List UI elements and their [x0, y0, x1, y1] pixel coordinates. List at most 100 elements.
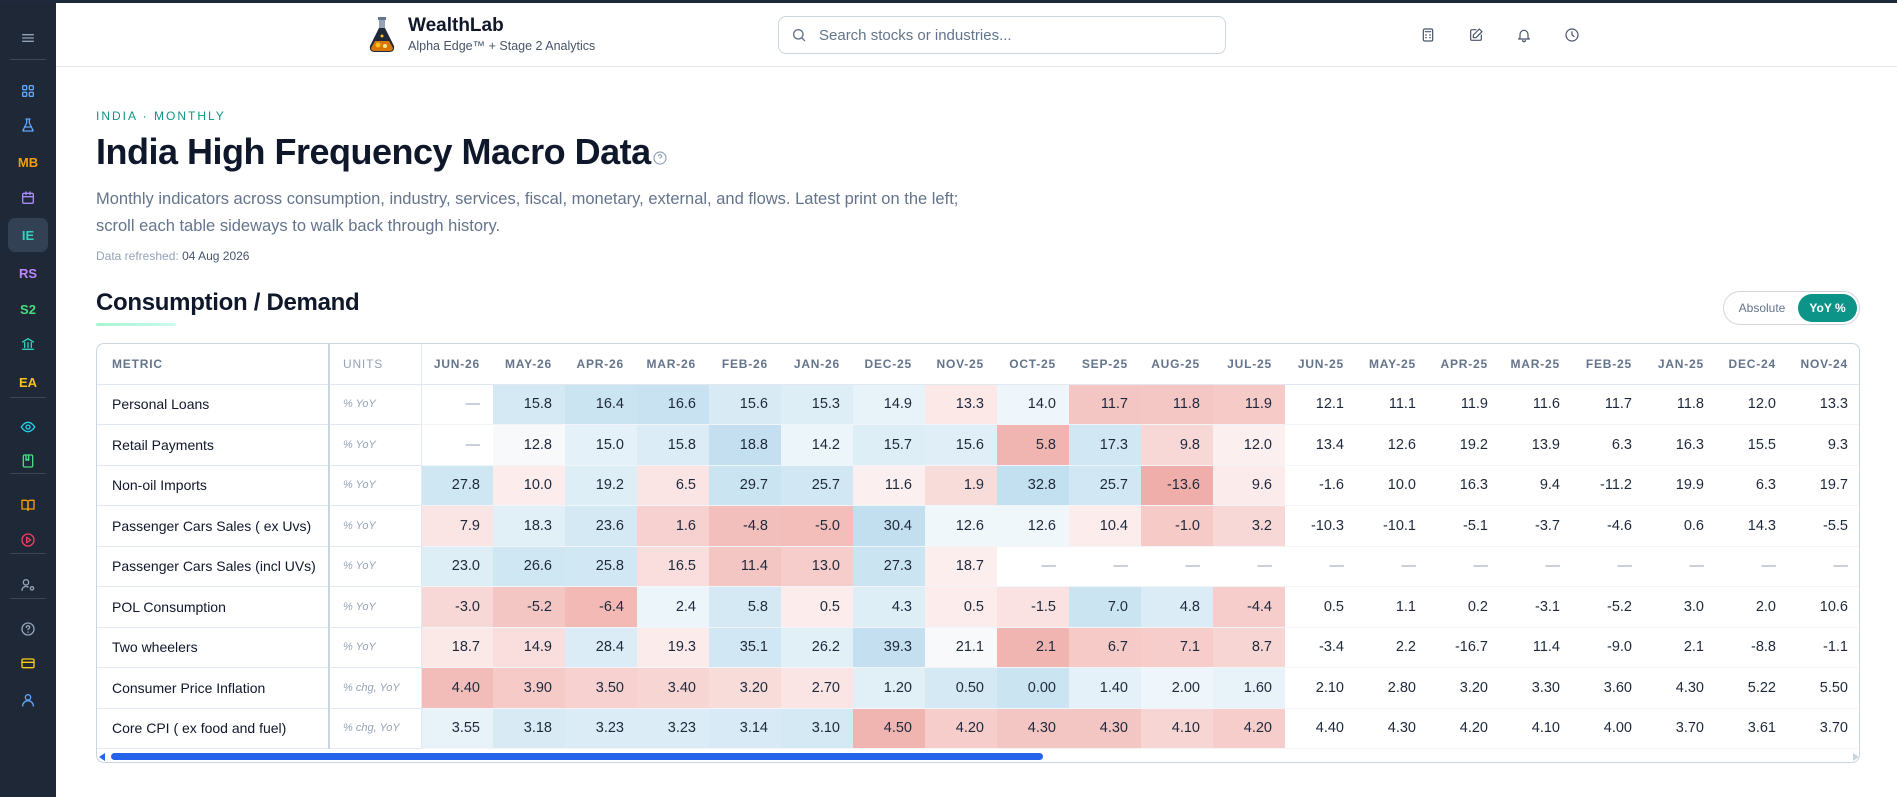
- month-header: MAR-25: [1501, 344, 1573, 385]
- calculator-button[interactable]: [1418, 25, 1438, 45]
- value-cell: 4.30: [1357, 708, 1429, 749]
- value-cell: 12.0: [1717, 384, 1789, 425]
- month-header: AUG-25: [1141, 344, 1213, 385]
- value-cell: -3.7: [1501, 505, 1573, 547]
- value-cell: 26.6: [493, 546, 565, 587]
- sidebar-item-help[interactable]: [8, 612, 48, 646]
- sidebar-item-ea[interactable]: EA: [8, 365, 48, 399]
- value-cell: 7.9: [421, 505, 493, 547]
- value-cell: 4.50: [853, 708, 925, 749]
- app-tagline: Alpha Edge™ + Stage 2 Analytics: [408, 39, 596, 53]
- sidebar-item-label: S2: [20, 301, 36, 317]
- help-circle-icon[interactable]: [652, 150, 668, 166]
- sidebar-item-admin[interactable]: [8, 568, 48, 602]
- sidebar-item-journal[interactable]: [8, 444, 48, 478]
- value-cell: 25.8: [565, 546, 637, 587]
- month-header: JUL-25: [1213, 344, 1285, 385]
- sidebar-item-s2[interactable]: S2: [8, 292, 48, 326]
- value-cell: 9.6: [1213, 465, 1285, 506]
- value-cell: -3.0: [421, 586, 493, 628]
- sidebar-item-learn[interactable]: [8, 488, 48, 522]
- sidebar-item-bank[interactable]: [8, 327, 48, 361]
- value-cell: 25.7: [1069, 465, 1141, 506]
- metric-cell: Core CPI ( ex food and fuel): [97, 708, 330, 749]
- value-cell: 28.4: [565, 627, 637, 668]
- sidebar-item-billing[interactable]: [8, 646, 48, 680]
- scrollbar-thumb[interactable]: [111, 753, 1043, 760]
- page-title: India High Frequency Macro Data: [96, 131, 651, 172]
- sidebar-item-dashboard[interactable]: [8, 74, 48, 108]
- value-cell: 18.3: [493, 505, 565, 547]
- value-cell: 35.1: [709, 627, 781, 668]
- value-cell: 3.2: [1213, 505, 1285, 547]
- value-cell: 5.50: [1789, 667, 1859, 709]
- value-cell: 17.3: [1069, 424, 1141, 466]
- value-cell: 4.30: [1069, 708, 1141, 749]
- sidebar-item-menu[interactable]: [8, 21, 48, 55]
- value-cell: —: [421, 384, 493, 425]
- value-cell: 11.1: [1357, 384, 1429, 425]
- sidebar-item-lab[interactable]: [8, 108, 48, 142]
- scroll-left-arrow-icon[interactable]: [99, 753, 105, 761]
- sidebar-separator: [10, 473, 46, 474]
- value-cell: 2.1: [997, 627, 1069, 668]
- value-cell: 0.2: [1429, 586, 1501, 628]
- value-cell: 6.7: [1069, 627, 1141, 668]
- value-cell: 4.3: [853, 586, 925, 628]
- value-cell: 12.0: [1213, 424, 1285, 466]
- view-toggle: Absolute YoY %: [1723, 291, 1860, 325]
- value-cell: 15.6: [709, 384, 781, 425]
- top-header: WealthLab Alpha Edge™ + Stage 2 Analytic…: [56, 3, 1897, 67]
- value-cell: 39.3: [853, 627, 925, 668]
- sidebar-item-video[interactable]: [8, 523, 48, 557]
- data-refreshed-label: Data refreshed:: [96, 249, 179, 263]
- value-cell: 3.20: [1429, 667, 1501, 709]
- search-input[interactable]: [819, 26, 1199, 44]
- value-cell: 11.9: [1429, 384, 1501, 425]
- section-underline: [96, 323, 176, 326]
- brand[interactable]: WealthLab Alpha Edge™ + Stage 2 Analytic…: [366, 15, 595, 55]
- notifications-button[interactable]: [1514, 25, 1534, 45]
- scroll-right-arrow-icon[interactable]: [1853, 753, 1859, 761]
- value-cell: 4.30: [1645, 667, 1717, 709]
- search-box[interactable]: [778, 16, 1226, 54]
- notes-button[interactable]: [1466, 25, 1486, 45]
- value-cell: -6.4: [565, 586, 637, 628]
- page-description: Monthly indicators across consumption, i…: [96, 190, 959, 235]
- toggle-absolute[interactable]: Absolute: [1738, 301, 1786, 315]
- value-cell: 32.8: [997, 465, 1069, 506]
- value-cell: 3.60: [1573, 667, 1645, 709]
- value-cell: 3.40: [637, 667, 709, 709]
- value-cell: 3.10: [781, 708, 853, 749]
- sidebar-item-rs[interactable]: RS: [8, 256, 48, 290]
- user-icon: [22, 694, 34, 707]
- macro-table-container[interactable]: METRIC UNITS JUN-26 MAY-26 APR-26 MAR-26 FEB…: [96, 343, 1860, 763]
- sidebar-item-profile[interactable]: [8, 683, 48, 717]
- value-cell: 12.6: [925, 505, 997, 547]
- horizontal-scrollbar[interactable]: [97, 752, 1859, 762]
- sidebar-item-ie[interactable]: IE: [8, 218, 48, 252]
- value-cell: 6.5: [637, 465, 709, 506]
- value-cell: -5.1: [1429, 505, 1501, 547]
- value-cell: —: [1141, 546, 1213, 587]
- value-cell: 8.7: [1213, 627, 1285, 668]
- wealthlab-logo-icon: [369, 17, 395, 52]
- value-cell: 12.6: [997, 505, 1069, 547]
- value-cell: 19.7: [1789, 465, 1859, 506]
- toggle-yoy[interactable]: YoY %: [1798, 294, 1857, 322]
- history-button[interactable]: [1562, 25, 1582, 45]
- sidebar-item-calendar[interactable]: [8, 181, 48, 215]
- calendar-icon: [22, 191, 34, 204]
- month-header: JUN-26: [421, 344, 493, 385]
- sidebar-item-mb[interactable]: MB: [8, 145, 48, 179]
- value-cell: 18.7: [421, 627, 493, 668]
- sidebar-item-watch[interactable]: [8, 410, 48, 444]
- value-cell: 15.3: [781, 384, 853, 425]
- value-cell: -1.0: [1141, 505, 1213, 547]
- value-cell: 14.3: [1717, 505, 1789, 547]
- value-cell: 0.5: [781, 586, 853, 628]
- table-row: Consumer Price Inflation% chg, YoY 4.40 3.…: [97, 667, 1859, 709]
- units-cell: % chg, YoY: [329, 667, 422, 709]
- value-cell: 11.9: [1213, 384, 1285, 425]
- month-header: SEP-25: [1069, 344, 1141, 385]
